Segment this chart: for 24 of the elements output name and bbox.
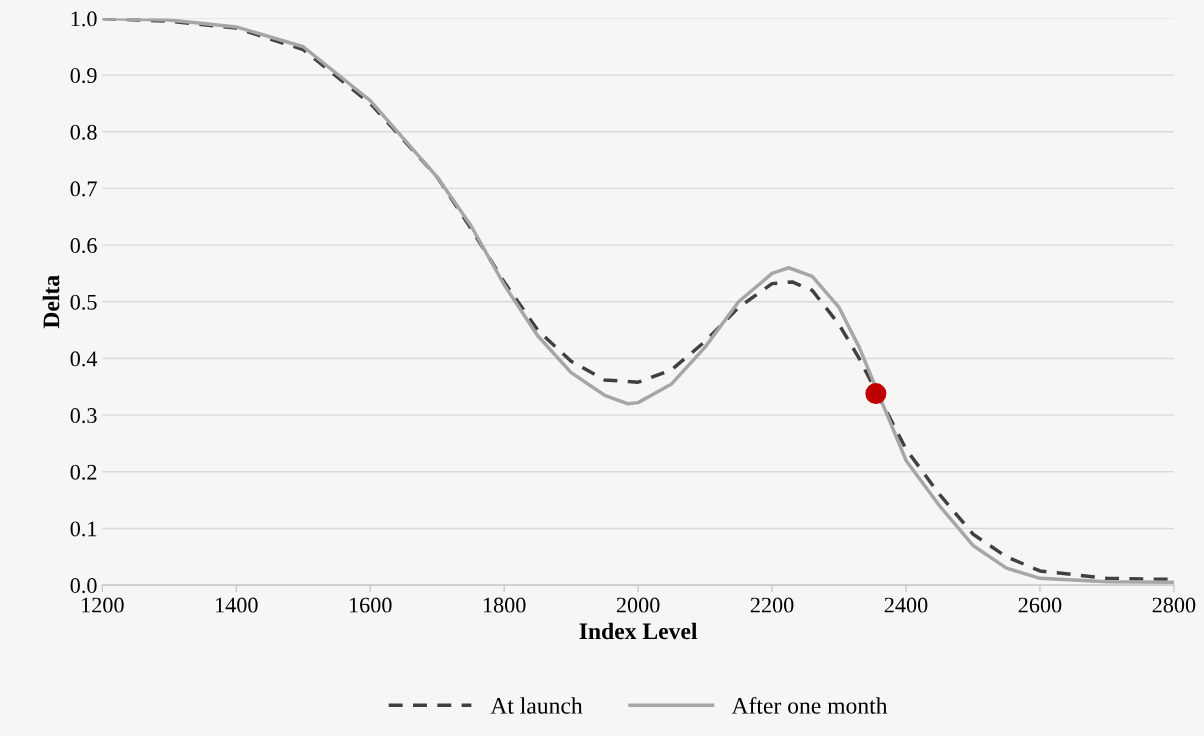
x-tick-label: 1600: [349, 597, 392, 613]
legend-label: At launch: [490, 697, 583, 714]
legend-label: After one month: [731, 696, 888, 714]
x-tick-label: 2200: [750, 597, 794, 613]
x-axis-title: Index Level: [579, 622, 698, 640]
y-tick-label: 0.4: [70, 351, 98, 367]
y-tick-label: 0.9: [70, 68, 97, 84]
y-tick-label: 0.1: [70, 521, 97, 537]
x-tick-label: 2800: [1152, 597, 1196, 613]
y-tick-label: 0.2: [70, 464, 97, 480]
x-tick-label: 2000: [616, 597, 660, 613]
x-tick-label: 1200: [82, 597, 124, 613]
x-tick-label: 1800: [483, 597, 526, 613]
x-tick-label: 2600: [1018, 597, 1062, 613]
y-tick-label: 0.6: [70, 238, 97, 254]
y-axis-title: Delta: [42, 275, 60, 329]
y-tick-label: 0.5: [70, 294, 97, 310]
y-tick-label: 1.0: [71, 11, 97, 27]
x-tick-label: 2400: [884, 597, 928, 613]
y-tick-label: 0.8: [70, 124, 97, 140]
y-tick-label: 0.7: [70, 181, 97, 197]
x-tick-label: 1400: [216, 597, 258, 613]
y-tick-label: 0.0: [70, 578, 97, 594]
y-tick-label: 0.3: [70, 408, 97, 424]
